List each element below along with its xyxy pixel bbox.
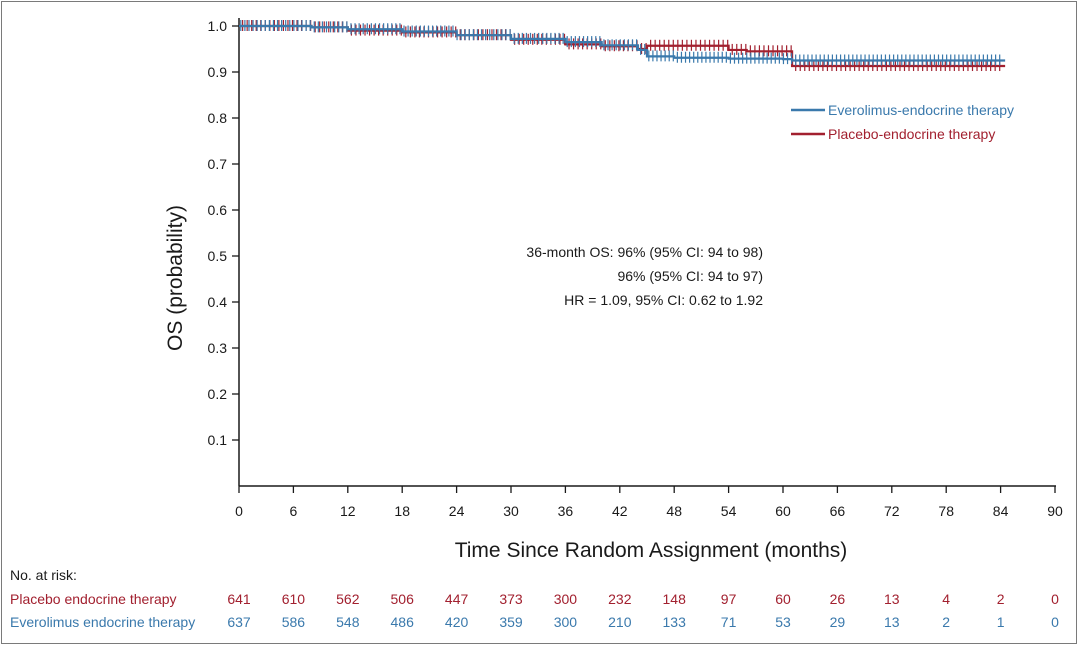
risk-value: 71 [720, 614, 737, 630]
risk-value: 373 [499, 591, 523, 607]
x-tick-label: 90 [1047, 503, 1063, 519]
risk-row-label-everolimus: Everolimus endocrine therapy [10, 614, 196, 630]
risk-value: 97 [720, 591, 737, 607]
y-axis-label: OS (probability) [164, 205, 187, 351]
risk-value: 133 [662, 614, 686, 630]
x-tick-label: 36 [558, 503, 574, 519]
y-tick-label: 1.0 [208, 18, 228, 34]
risk-value: 506 [390, 591, 414, 607]
risk-value: 53 [775, 614, 791, 630]
x-tick-label: 72 [884, 503, 900, 519]
risk-value: 300 [553, 591, 578, 607]
y-tick-label: 0.7 [208, 156, 228, 172]
x-tick-label: 6 [290, 503, 298, 519]
y-tick-label: 0.9 [208, 64, 228, 80]
x-tick-label: 18 [394, 503, 410, 519]
y-tick-label: 0.6 [208, 202, 228, 218]
risk-table-title: No. at risk: [10, 567, 77, 583]
risk-value: 29 [829, 614, 846, 630]
x-tick-label: 66 [830, 503, 846, 519]
risk-value: 210 [608, 614, 632, 630]
x-tick-label: 30 [503, 503, 519, 519]
risk-value: 562 [336, 591, 360, 607]
x-tick-label: 60 [775, 503, 791, 519]
risk-value: 486 [390, 614, 414, 630]
annotation-1: 36-month OS: 96% (95% CI: 94 to 98) [526, 244, 763, 260]
risk-value: 637 [227, 614, 251, 630]
y-tick-label: 0.4 [208, 294, 228, 310]
risk-value: 13 [884, 614, 900, 630]
risk-value: 0 [1051, 614, 1059, 630]
legend-everolimus-label: Everolimus-endocrine therapy [828, 102, 1014, 118]
x-tick-label: 0 [235, 503, 243, 519]
legend-placebo-label: Placebo-endocrine therapy [828, 126, 995, 142]
risk-value: 586 [281, 614, 306, 630]
y-tick-label: 0.8 [208, 110, 228, 126]
x-tick-label: 24 [449, 503, 465, 519]
risk-value: 148 [662, 591, 686, 607]
x-tick-label: 42 [612, 503, 628, 519]
y-tick-label: 0.5 [208, 248, 228, 264]
risk-value: 548 [336, 614, 360, 630]
x-tick-label: 84 [993, 503, 1009, 519]
risk-value: 60 [775, 591, 791, 607]
x-tick-label: 12 [340, 503, 356, 519]
x-tick-label: 54 [721, 503, 737, 519]
annotation-2: 96% (95% CI: 94 to 97) [617, 268, 763, 284]
risk-value: 359 [499, 614, 523, 630]
risk-value: 300 [553, 614, 578, 630]
risk-value: 0 [1051, 591, 1059, 607]
risk-value: 2 [942, 614, 951, 630]
risk-value: 2 [996, 591, 1005, 607]
x-tick-label: 78 [938, 503, 954, 519]
y-tick-label: 0.1 [208, 432, 228, 448]
risk-value: 13 [884, 591, 900, 607]
risk-value: 4 [942, 591, 951, 607]
risk-value: 420 [444, 614, 469, 630]
y-tick-label: 0.3 [208, 340, 228, 356]
risk-value: 641 [227, 591, 251, 607]
x-axis-label: Time Since Random Assignment (months) [455, 539, 848, 562]
risk-value: 232 [608, 591, 632, 607]
x-tick-label: 48 [666, 503, 682, 519]
risk-value: 1 [996, 614, 1005, 630]
risk-row-label-placebo: Placebo endocrine therapy [10, 591, 177, 607]
annotation-3: HR = 1.09, 95% CI: 0.62 to 1.92 [564, 292, 763, 308]
y-tick-label: 0.2 [208, 386, 228, 402]
risk-value: 26 [829, 591, 846, 607]
risk-value: 447 [444, 591, 469, 607]
risk-value: 610 [281, 591, 306, 607]
